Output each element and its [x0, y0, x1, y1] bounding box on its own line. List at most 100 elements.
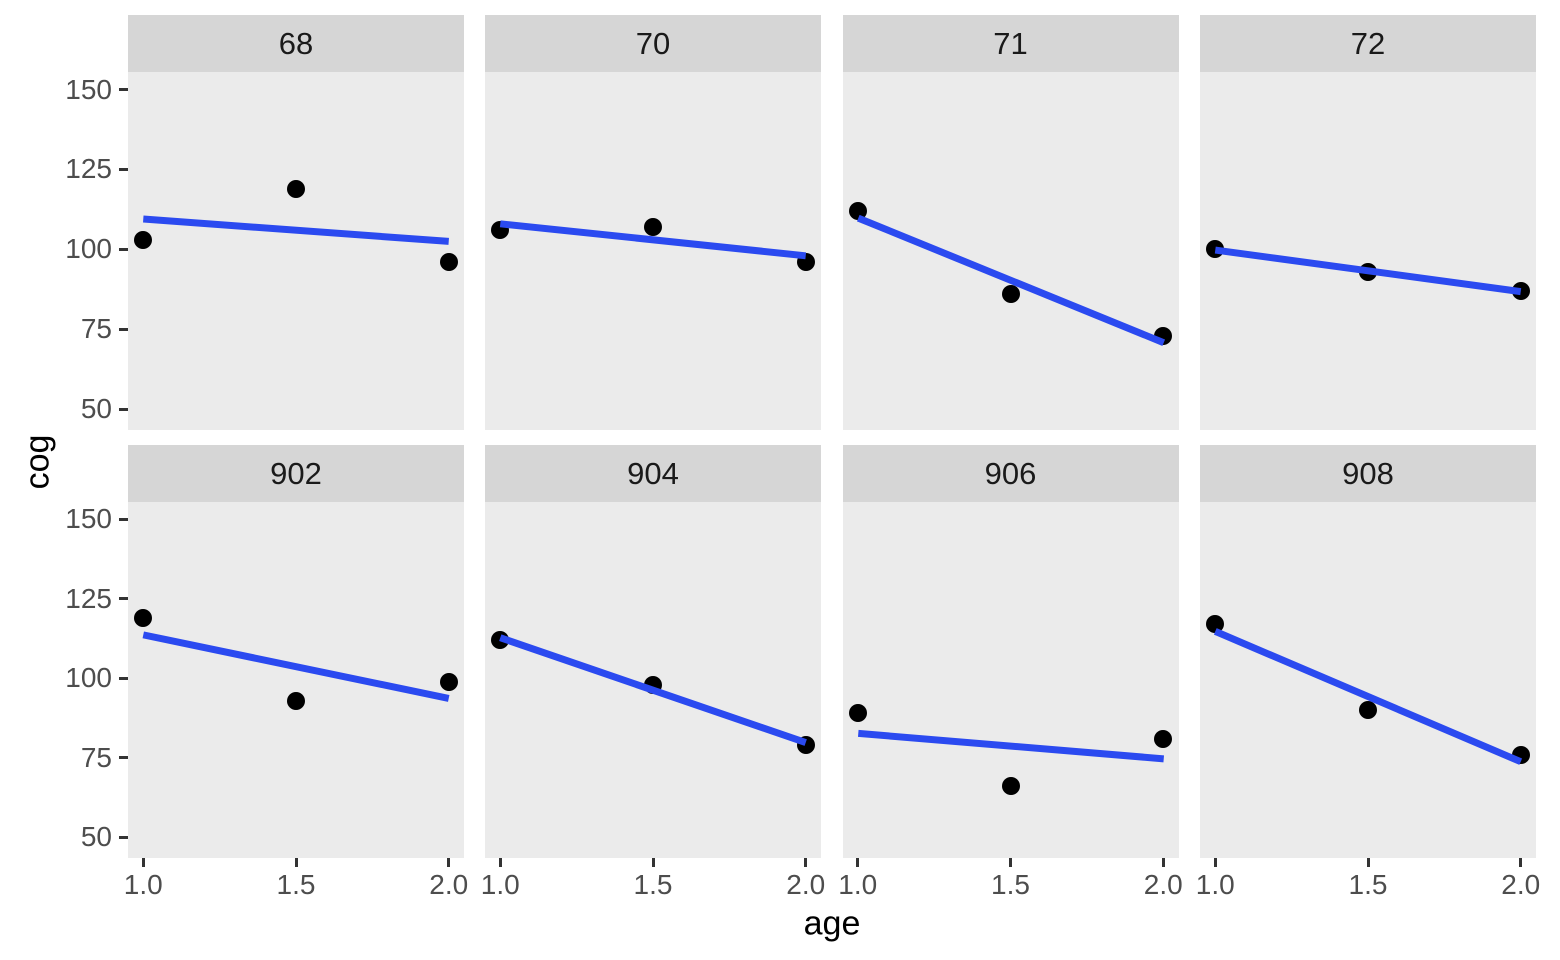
facet-panel-902: [128, 502, 464, 858]
trend-line-layer: [142, 631, 450, 702]
x-tick-label: 1.5: [276, 869, 316, 900]
x-tick-mark: [141, 858, 145, 867]
facet-strip: 68: [128, 15, 464, 72]
facet-strip: 908: [1200, 445, 1536, 502]
data-point: [287, 179, 305, 198]
facet-panel-71: [842, 72, 1179, 430]
x-tick-mark: [1519, 858, 1523, 867]
x-tick-mark: [1161, 858, 1165, 867]
facet-panel-70: [485, 72, 821, 430]
data-point: [1206, 615, 1225, 634]
facet-strip: 904: [485, 445, 821, 502]
y-tick-label: 75: [80, 741, 112, 773]
data-point: [134, 230, 153, 249]
y-tick-label: 75: [80, 313, 112, 345]
x-tick-mark: [804, 858, 808, 867]
data-point: [1001, 777, 1020, 796]
x-tick-label: 2.0: [1501, 869, 1541, 900]
x-tick-label: 1.5: [633, 869, 673, 900]
facet-panel-72: [1200, 72, 1536, 430]
trend-line: [856, 214, 1165, 346]
y-tick-mark: [119, 407, 128, 411]
data-point: [439, 672, 458, 691]
y-tick-label: 150: [65, 503, 112, 535]
facet-strip-label: 72: [1350, 26, 1386, 61]
data-point: [287, 691, 305, 710]
y-tick-label: 100: [65, 233, 112, 265]
trend-line: [143, 215, 449, 245]
x-axis-title: age: [803, 904, 861, 943]
x-tick-label: 2.0: [1143, 869, 1183, 900]
trend-line-layer: [1214, 246, 1522, 296]
facet-strip-label: 904: [627, 456, 679, 491]
facet-strip: 902: [128, 445, 464, 502]
y-tick-label: 150: [65, 73, 112, 105]
x-tick-label: 2.0: [786, 869, 826, 900]
trend-line-layer: [1213, 628, 1523, 765]
y-tick-mark: [119, 597, 128, 601]
trend-line: [1213, 628, 1523, 765]
data-point: [848, 202, 867, 221]
x-tick-mark: [294, 858, 298, 867]
y-tick-mark: [119, 327, 128, 331]
trend-line: [499, 220, 807, 260]
y-tick-label: 125: [65, 153, 112, 185]
facet-panel-906: [842, 502, 1179, 858]
x-tick-mark: [651, 858, 655, 867]
facet-strip: 72: [1200, 15, 1536, 72]
y-tick-label: 100: [65, 662, 112, 694]
data-point: [1359, 701, 1377, 720]
trend-line-layer: [499, 220, 807, 260]
facet-strip-label: 71: [993, 26, 1028, 61]
trend-line: [499, 634, 807, 746]
y-tick-mark: [119, 835, 128, 839]
facet-strip: 70: [485, 15, 821, 72]
data-point: [1154, 729, 1173, 748]
x-tick-label: 1.5: [1348, 869, 1388, 900]
x-tick-label: 1.0: [123, 869, 163, 900]
facet-panel-904: [485, 502, 821, 858]
x-tick-label: 1.0: [838, 869, 878, 900]
data-point: [644, 218, 662, 237]
x-tick-label: 2.0: [429, 869, 469, 900]
x-tick-mark: [1366, 858, 1370, 867]
y-axis-title: cog: [18, 434, 57, 490]
x-tick-label: 1.0: [1195, 869, 1235, 900]
facet-strip: 906: [842, 445, 1179, 502]
trend-line-layer: [857, 729, 1164, 763]
trend-line: [1214, 246, 1522, 296]
data-point: [134, 609, 153, 628]
y-tick-mark: [119, 167, 128, 171]
y-tick-label: 50: [80, 393, 112, 425]
x-tick-label: 1.0: [480, 869, 520, 900]
y-tick-label: 50: [80, 821, 112, 853]
y-tick-label: 125: [65, 582, 112, 614]
x-tick-label: 1.5: [991, 869, 1030, 900]
x-tick-mark: [1213, 858, 1217, 867]
facet-strip-label: 70: [635, 26, 671, 61]
facet-strip-label: 68: [278, 26, 314, 61]
facet-strip-label: 902: [270, 456, 322, 491]
trend-line: [857, 729, 1164, 763]
x-tick-mark: [498, 858, 502, 867]
y-tick-mark: [119, 676, 128, 680]
y-tick-mark: [119, 247, 128, 251]
trend-line-layer: [143, 215, 449, 245]
x-tick-mark: [1009, 858, 1012, 867]
x-tick-mark: [856, 858, 860, 867]
y-tick-mark: [119, 88, 128, 92]
y-tick-mark: [119, 517, 128, 521]
data-point: [1001, 285, 1020, 304]
facet-panel-68: [128, 72, 464, 430]
facet-strip-label: 906: [984, 456, 1037, 491]
trend-line: [142, 631, 450, 702]
trend-line-layer: [499, 634, 807, 746]
x-tick-mark: [447, 858, 451, 867]
y-tick-mark: [119, 756, 128, 760]
facet-panel-908: [1200, 502, 1536, 858]
data-point: [439, 253, 458, 272]
trend-line-layer: [856, 214, 1165, 346]
facet-strip-label: 908: [1342, 456, 1394, 491]
data-point: [848, 704, 867, 723]
